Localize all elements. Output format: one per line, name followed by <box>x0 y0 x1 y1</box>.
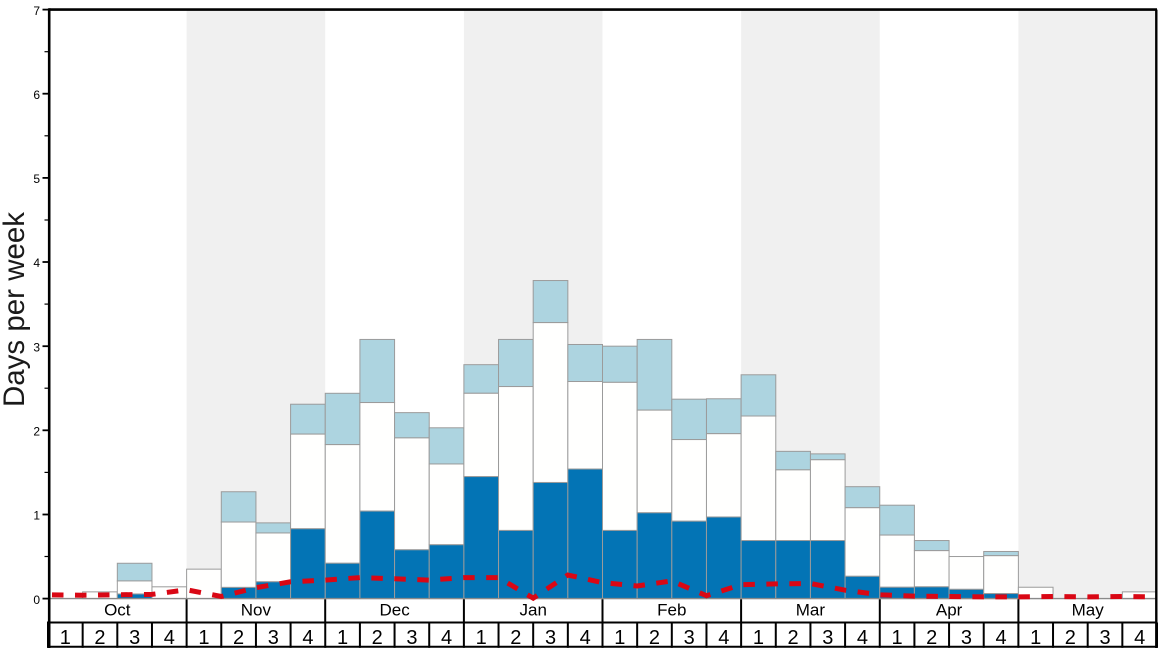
svg-text:Oct: Oct <box>104 601 131 620</box>
svg-text:1: 1 <box>198 627 209 648</box>
svg-text:2: 2 <box>94 627 105 648</box>
svg-text:3: 3 <box>545 627 556 648</box>
svg-text:4: 4 <box>441 627 452 648</box>
svg-text:3: 3 <box>961 627 972 648</box>
svg-text:3: 3 <box>406 627 417 648</box>
svg-text:2: 2 <box>926 627 937 648</box>
svg-text:4: 4 <box>302 627 313 648</box>
svg-text:4: 4 <box>857 627 868 648</box>
svg-text:2: 2 <box>372 627 383 648</box>
svg-text:2: 2 <box>233 627 244 648</box>
svg-text:4: 4 <box>33 256 40 270</box>
svg-text:4: 4 <box>164 627 175 648</box>
svg-text:Feb: Feb <box>657 601 686 620</box>
svg-text:2: 2 <box>1065 627 1076 648</box>
svg-text:3: 3 <box>1099 627 1110 648</box>
svg-text:0: 0 <box>33 593 40 607</box>
svg-text:4: 4 <box>580 627 591 648</box>
svg-text:2: 2 <box>788 627 799 648</box>
svg-text:4: 4 <box>718 627 729 648</box>
svg-text:1: 1 <box>753 627 764 648</box>
svg-text:Days per week: Days per week <box>0 212 31 407</box>
svg-text:1: 1 <box>60 627 71 648</box>
svg-text:1: 1 <box>476 627 487 648</box>
svg-text:1: 1 <box>614 627 625 648</box>
svg-text:Jan: Jan <box>519 601 546 620</box>
svg-text:6: 6 <box>33 88 40 102</box>
svg-text:4: 4 <box>995 627 1006 648</box>
svg-text:2: 2 <box>33 425 40 439</box>
svg-text:3: 3 <box>684 627 695 648</box>
svg-text:Mar: Mar <box>796 601 826 620</box>
svg-text:1: 1 <box>1030 627 1041 648</box>
svg-text:May: May <box>1072 601 1105 620</box>
svg-text:3: 3 <box>822 627 833 648</box>
svg-text:3: 3 <box>33 340 40 354</box>
svg-text:1: 1 <box>337 627 348 648</box>
svg-text:Apr: Apr <box>936 601 963 620</box>
svg-text:3: 3 <box>129 627 140 648</box>
svg-text:4: 4 <box>1134 627 1145 648</box>
svg-text:1: 1 <box>892 627 903 648</box>
svg-text:5: 5 <box>33 172 40 186</box>
svg-text:Dec: Dec <box>379 601 410 620</box>
svg-text:1: 1 <box>33 509 40 523</box>
svg-text:Nov: Nov <box>241 601 272 620</box>
svg-text:3: 3 <box>268 627 279 648</box>
svg-text:2: 2 <box>649 627 660 648</box>
svg-text:7: 7 <box>33 4 40 18</box>
svg-text:2: 2 <box>510 627 521 648</box>
